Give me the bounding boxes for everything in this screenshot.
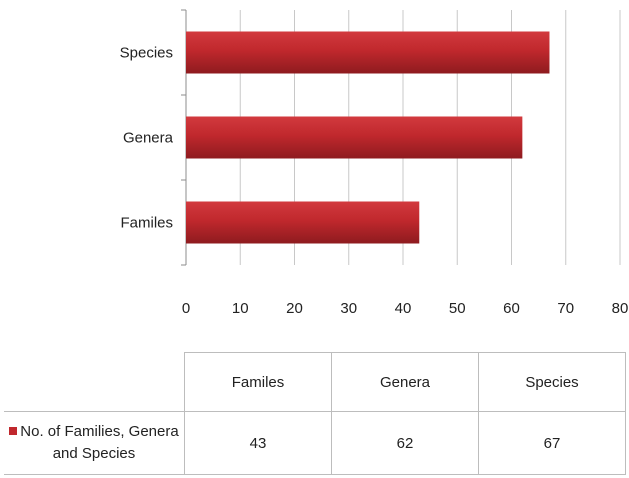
x-axis-tick-labels: 0 10 20 30 40 50 60 70 80 bbox=[182, 300, 629, 317]
category-labels: Familes Genera Species bbox=[120, 45, 174, 232]
x-tick-label: 10 bbox=[232, 300, 249, 317]
x-tick-label: 0 bbox=[182, 300, 190, 317]
x-tick-label: 60 bbox=[503, 300, 520, 317]
data-table-value-genera: 62 bbox=[331, 411, 479, 475]
bar-familes bbox=[186, 201, 420, 244]
legend-key bbox=[9, 427, 18, 435]
x-tick-label: 70 bbox=[557, 300, 574, 317]
bar-genera bbox=[186, 116, 523, 159]
data-table-series-row: No. of Families, Genera and Species 43 6… bbox=[4, 411, 626, 475]
data-table-col-genera: Genera bbox=[331, 352, 479, 412]
legend-label: No. of Families, Genera and Species bbox=[20, 423, 179, 462]
data-table: Familes Genera Species No. of Families, … bbox=[4, 352, 626, 475]
x-tick-label: 30 bbox=[340, 300, 357, 317]
data-table-value-familes: 43 bbox=[184, 411, 332, 475]
x-tick-label: 50 bbox=[449, 300, 466, 317]
axes bbox=[181, 9, 187, 266]
bars bbox=[186, 31, 550, 244]
bar-species bbox=[186, 31, 550, 74]
category-label: Familes bbox=[120, 215, 173, 232]
category-label: Genera bbox=[123, 130, 174, 147]
x-tick-label: 20 bbox=[286, 300, 303, 317]
data-table-col-familes: Familes bbox=[184, 352, 332, 412]
x-tick-label: 40 bbox=[395, 300, 412, 317]
data-table-header-row: Familes Genera Species bbox=[4, 352, 626, 412]
category-label: Species bbox=[120, 45, 173, 62]
legend-entry: No. of Families, Genera and Species bbox=[4, 411, 185, 475]
x-tick-label: 80 bbox=[612, 300, 629, 317]
data-table-col-species: Species bbox=[478, 352, 626, 412]
bar-chart: Familes Genera Species 0 10 20 30 40 50 60 70 80 bbox=[120, 9, 629, 317]
data-table-corner bbox=[4, 352, 185, 412]
data-table-value-species: 67 bbox=[478, 411, 626, 475]
